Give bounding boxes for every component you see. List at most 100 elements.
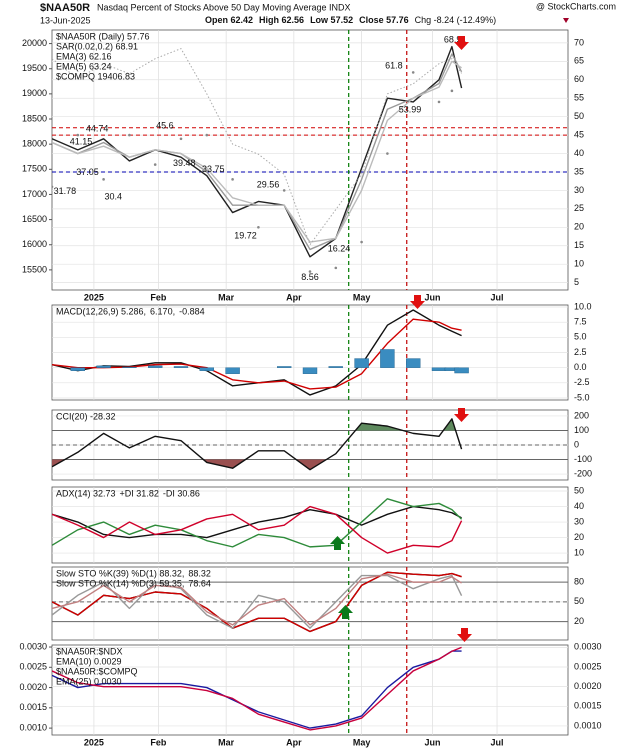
y-tick-label: 60	[574, 74, 584, 84]
up-arrow	[330, 536, 345, 550]
point-label: 16.24	[328, 244, 351, 254]
point-label: 45.6	[156, 120, 174, 130]
y-tick-label: -200	[574, 468, 592, 478]
y2-tick-label: 0.0030	[19, 641, 47, 651]
panel-frame	[51, 29, 569, 291]
stat: Close 57.76	[359, 15, 409, 25]
x-tick-label: Mar	[218, 737, 235, 747]
point-label: 39.48	[173, 158, 196, 168]
y-tick-label: 0.0030	[574, 642, 602, 652]
x-tick-label: Feb	[150, 292, 167, 302]
overbought-fill	[52, 418, 462, 431]
y2-tick-label: 17000	[22, 189, 47, 199]
sar-dot	[282, 189, 286, 192]
x-tick-label: Feb	[150, 737, 167, 747]
x-tick-label: Jul	[491, 292, 504, 302]
point-label: 30.4	[105, 191, 123, 201]
histogram-bar	[122, 366, 137, 368]
sar-dot	[76, 133, 80, 137]
legend-entry: 88.32	[188, 568, 211, 578]
legend-entry: SAR(0.02,0.2) 68.91	[56, 41, 138, 51]
x-tick-label: Mar	[218, 292, 235, 302]
point-label: 19.72	[234, 231, 257, 241]
x-tick-label: 2025	[84, 292, 104, 302]
legend-entry: -0.884	[179, 306, 205, 316]
series-line	[52, 646, 462, 731]
sar-dot	[437, 100, 441, 104]
point-label: 31.78	[54, 186, 77, 196]
sar-dot	[102, 178, 105, 181]
point-label: 8.56	[301, 272, 319, 282]
x-tick-label: May	[353, 737, 371, 747]
x-tick-label: Jun	[425, 737, 441, 747]
y-tick-label: 10	[574, 259, 584, 269]
panel-frame	[51, 486, 569, 564]
y-tick-label: 80	[574, 577, 584, 587]
y-tick-label: 65	[574, 56, 584, 66]
histogram-bar	[277, 366, 292, 368]
arrows	[330, 36, 472, 642]
up-arrow	[338, 605, 353, 619]
y-tick-label: 0.0025	[574, 661, 602, 671]
sar-dot	[257, 226, 260, 229]
point-label: 61.8	[385, 61, 403, 71]
down-arrow	[410, 295, 425, 309]
y-tick-label: -5.0	[574, 392, 590, 402]
series-line	[52, 418, 463, 471]
histogram-bar	[406, 358, 421, 368]
y2-tick-label: 0.0010	[19, 722, 47, 732]
legend-entry: CCI(20) -28.32	[56, 411, 116, 421]
legend-entry: $NAA50R:$COMPQ	[56, 666, 138, 676]
y-tick-label: 35	[574, 166, 584, 176]
sar-dot	[231, 178, 234, 181]
series-line	[52, 571, 462, 633]
y-tick-label: 70	[574, 37, 584, 47]
series-line	[52, 650, 462, 729]
histogram-bar	[380, 349, 395, 368]
legend-entry: 78.64	[188, 578, 211, 588]
y-tick-label: 200	[574, 410, 589, 420]
legend-entry: $NAA50R:$NDX	[56, 646, 123, 656]
y-tick-label: 30	[574, 516, 584, 526]
histogram-bar	[199, 367, 215, 371]
x-tick-label: May	[353, 292, 371, 302]
y-tick-label: 100	[574, 425, 589, 435]
y2-tick-label: 19500	[22, 63, 47, 73]
legend-entry: EMA(5) 63.24	[56, 61, 112, 71]
point-label: 68.91	[444, 34, 467, 44]
y-tick-label: 0	[574, 439, 579, 449]
y2-tick-label: 20000	[22, 38, 47, 48]
plot-area	[52, 418, 463, 471]
y-tick-label: -100	[574, 454, 592, 464]
x-tick-label: Jun	[425, 292, 441, 302]
series-line	[52, 45, 463, 258]
y2-tick-label: 15500	[22, 264, 47, 274]
series-line	[52, 505, 462, 539]
sar-dot	[205, 133, 209, 137]
y-tick-label: 2.5	[574, 347, 587, 357]
y-tick-label: 55	[574, 93, 584, 103]
point-label: 37.05	[76, 167, 99, 177]
point-label: 29.56	[257, 179, 280, 189]
y-tick-label: 0.0	[574, 362, 587, 372]
sar-dot	[179, 137, 183, 141]
panel-frame	[51, 644, 569, 736]
histogram-bar	[431, 367, 447, 371]
sar-dot	[52, 185, 54, 189]
series-line	[52, 574, 463, 629]
y-tick-label: 20	[574, 222, 584, 232]
chart-title: $NAA50R	[40, 2, 90, 14]
y-tick-label: 20	[574, 616, 584, 626]
plot-area	[52, 309, 469, 396]
down-arrow	[457, 628, 472, 642]
y-tick-label: 50	[574, 485, 584, 495]
sar-dot	[386, 152, 389, 155]
legend-entry: MACD(12,26,9) 5.286,	[56, 306, 146, 316]
plot-area	[52, 646, 462, 731]
histogram-bar	[96, 365, 111, 368]
y2-tick-label: 0.0025	[19, 662, 47, 672]
x-tick-label: 2025	[84, 737, 104, 747]
y-tick-label: 45	[574, 129, 584, 139]
sar-dot	[411, 71, 415, 74]
